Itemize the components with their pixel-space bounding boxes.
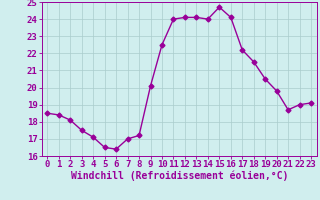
X-axis label: Windchill (Refroidissement éolien,°C): Windchill (Refroidissement éolien,°C) [70, 171, 288, 181]
